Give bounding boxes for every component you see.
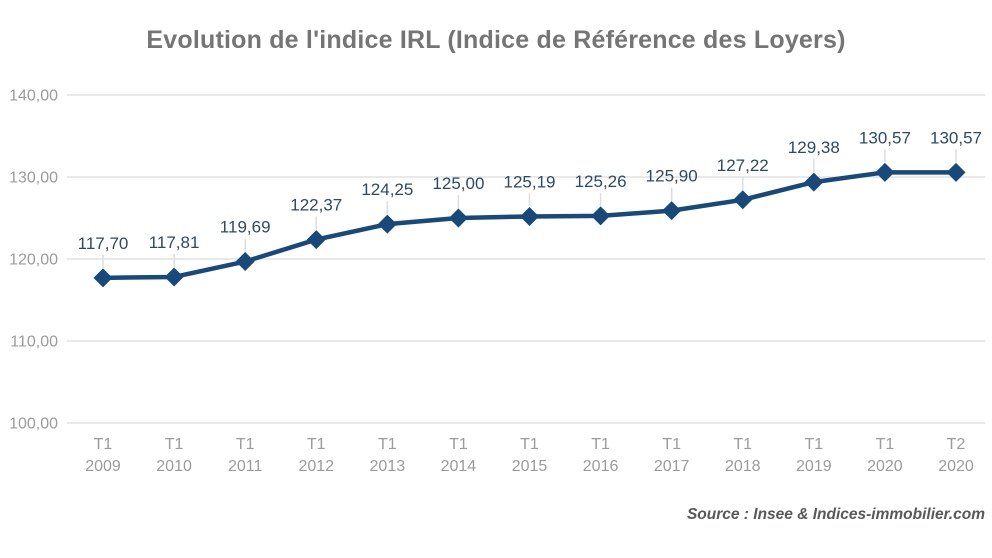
x-axis-tick-quarter: T2 (947, 436, 966, 453)
x-axis-tick-quarter: T1 (94, 436, 113, 453)
data-point-label: 129,38 (788, 138, 840, 157)
x-axis-tick-quarter: T1 (520, 436, 539, 453)
x-axis-tick-year: 2009 (85, 458, 121, 475)
data-point-marker (520, 206, 539, 226)
x-axis-tick-year: 2019 (796, 458, 832, 475)
data-point-label: 125,90 (646, 167, 698, 186)
data-point-label: 127,22 (717, 156, 769, 175)
data-point-label: 122,37 (290, 196, 342, 215)
x-axis-tick-year: 2014 (441, 458, 477, 475)
data-point-marker (93, 268, 113, 288)
data-point-marker (662, 201, 682, 221)
x-axis-tick-quarter: T1 (307, 436, 326, 453)
data-point-marker (377, 214, 397, 234)
x-axis-tick-quarter: T1 (804, 436, 823, 453)
data-point-marker (306, 230, 326, 250)
data-point-label: 125,26 (575, 172, 627, 191)
x-axis-tick-quarter: T1 (236, 436, 255, 453)
x-axis-tick-year: 2016 (583, 458, 619, 475)
x-axis-tick-quarter: T1 (165, 436, 184, 453)
data-point-marker (235, 252, 255, 272)
x-axis-tick-quarter: T1 (449, 436, 468, 453)
data-point-label: 125,00 (432, 174, 484, 193)
x-axis-tick-quarter: T1 (662, 436, 681, 453)
x-axis-tick-year: 2017 (654, 458, 690, 475)
y-axis-tick-label: 120,00 (9, 252, 58, 269)
data-point-marker (804, 172, 824, 192)
data-point-marker (733, 190, 753, 210)
source-credit: Source : Insee & Indices-immobilier.com (686, 506, 985, 523)
data-point-marker (591, 206, 611, 226)
data-point-label: 125,19 (504, 172, 556, 191)
data-point-label: 117,70 (78, 234, 129, 253)
x-axis-tick-quarter: T1 (378, 436, 397, 453)
x-axis-tick-quarter: T1 (591, 436, 610, 453)
x-axis-tick-year: 2020 (938, 458, 974, 475)
y-axis-tick-label: 100,00 (9, 416, 58, 433)
chart-title: Evolution de l'indice IRL (Indice de Réf… (146, 26, 846, 54)
y-axis-tick-label: 110,00 (10, 334, 58, 351)
x-axis-tick-quarter: T1 (876, 436, 895, 453)
data-point-marker (875, 162, 895, 182)
data-point-label: 119,69 (220, 218, 271, 237)
data-point-marker (448, 208, 468, 228)
data-point-label: 130,57 (859, 128, 911, 147)
data-point-label: 124,25 (361, 180, 413, 199)
x-axis-tick-quarter: T1 (733, 436, 752, 453)
data-point-marker (164, 267, 184, 287)
x-axis-tick-year: 2013 (370, 458, 406, 475)
x-axis-tick-year: 2012 (298, 458, 334, 475)
x-axis-tick-year: 2020 (867, 458, 903, 475)
y-axis-tick-label: 130,00 (9, 170, 58, 187)
x-axis-tick-year: 2011 (228, 458, 263, 475)
x-axis-tick-year: 2010 (156, 458, 192, 475)
data-point-label: 130,57 (930, 128, 982, 147)
y-axis-tick-label: 140,00 (9, 88, 58, 105)
data-point-marker (946, 162, 966, 182)
x-axis-tick-year: 2015 (512, 458, 548, 475)
data-point-label: 117,81 (149, 233, 200, 252)
x-axis-tick-year: 2018 (725, 458, 761, 475)
